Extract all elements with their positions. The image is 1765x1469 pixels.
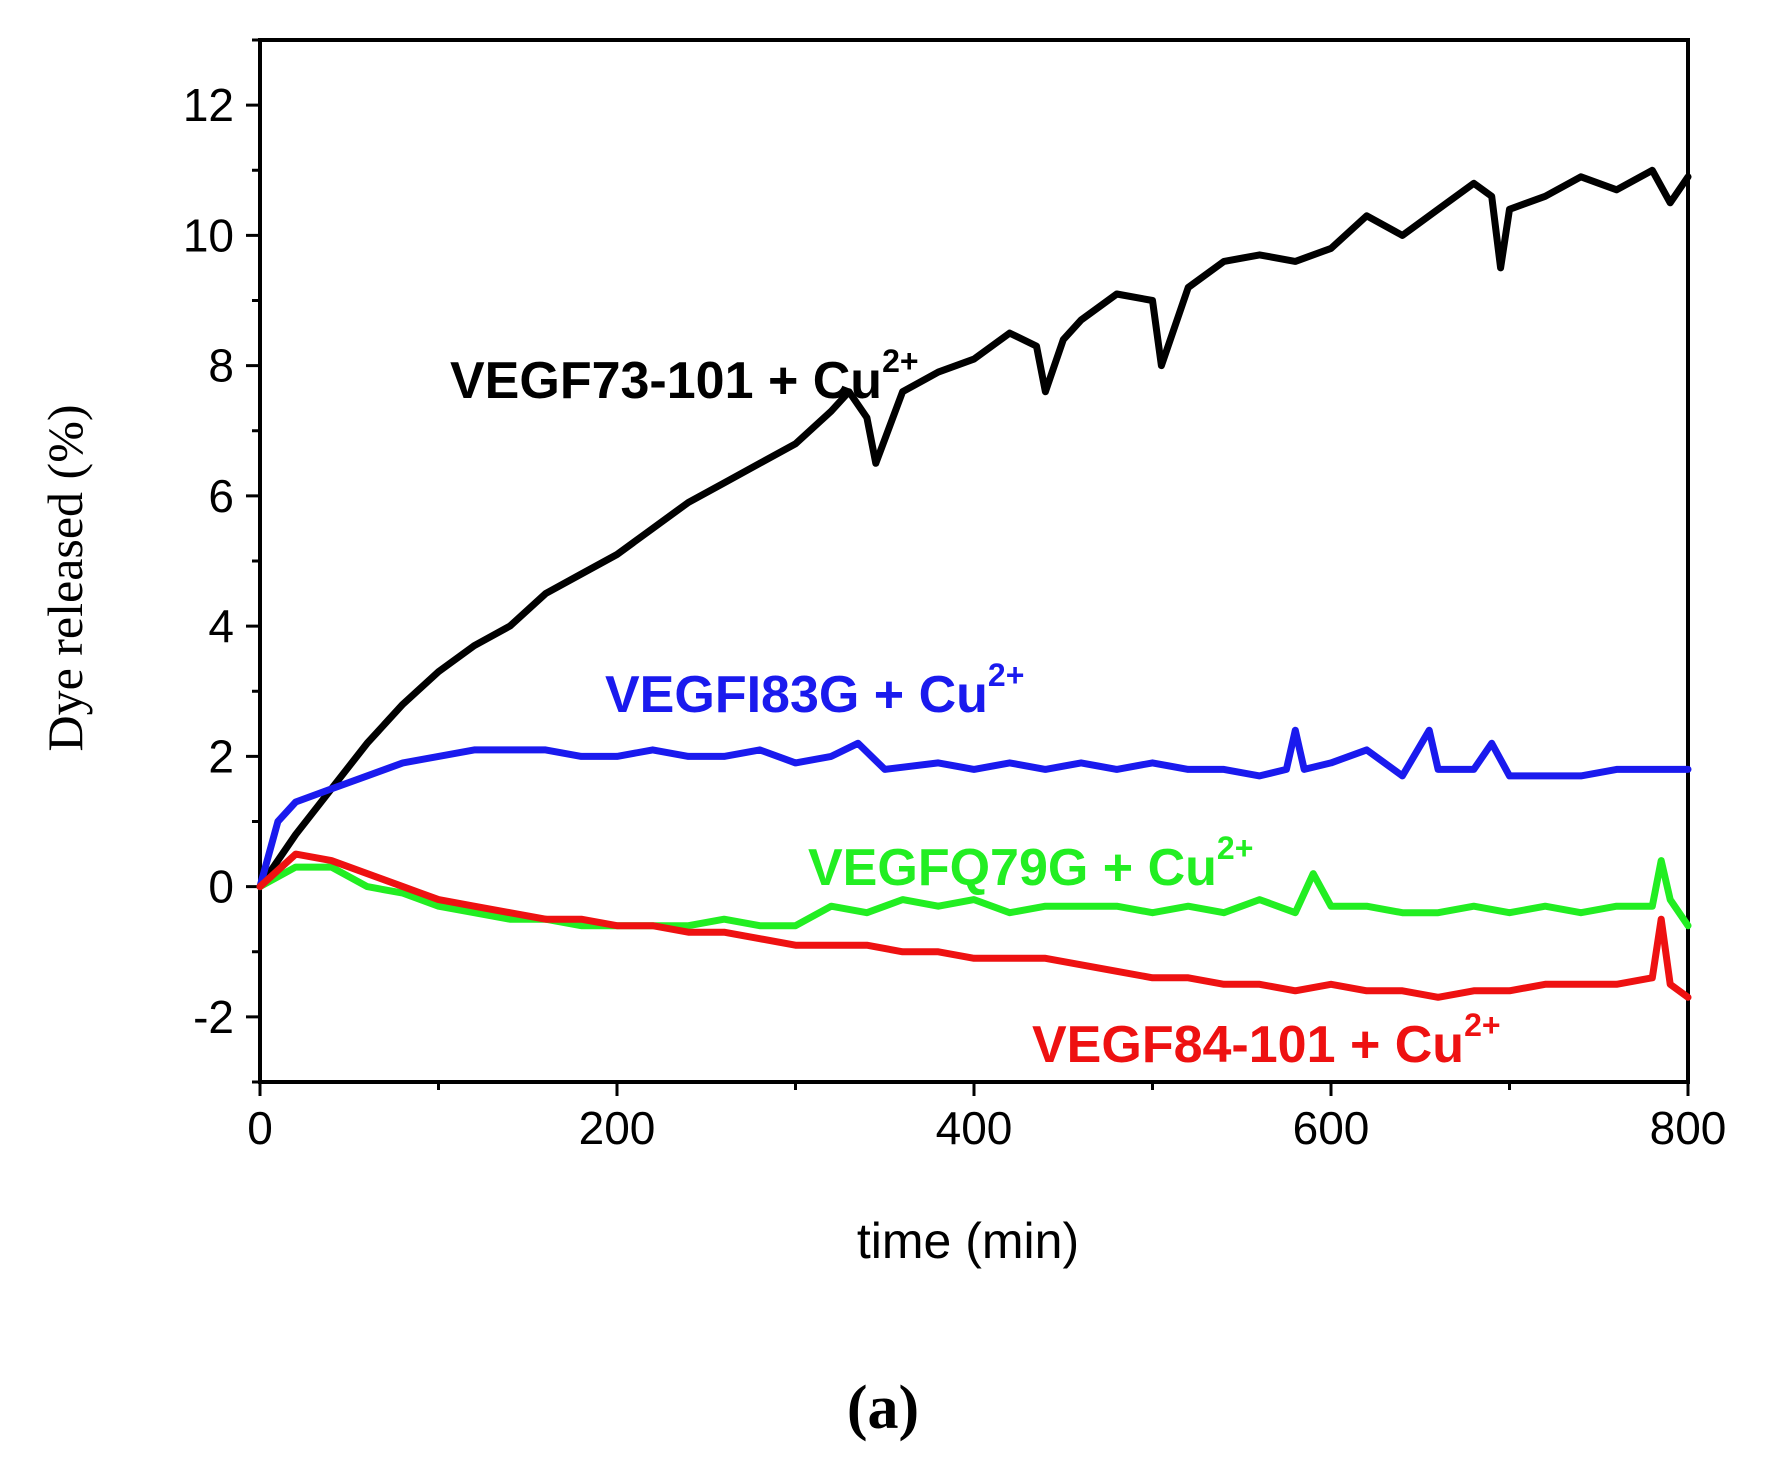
series-line-2: [256, 857, 1692, 930]
y-axis-title: Dye released (%): [37, 404, 93, 751]
x-tick-label: 400: [936, 1102, 1013, 1154]
series-label-vegfi83g: VEGFI83G + Cu2+: [605, 657, 1024, 724]
y-tick-label: 4: [208, 600, 234, 652]
y-tick-labels: -2 0 2 4 6 8 10 12: [183, 79, 234, 1043]
y-tick-label: 0: [208, 861, 234, 913]
series-line-3: [256, 850, 1692, 1001]
x-tick-label: 0: [247, 1102, 273, 1154]
y-tick-label: 8: [208, 340, 234, 392]
x-tick-label: 800: [1650, 1102, 1727, 1154]
series-line-0: [256, 166, 1692, 891]
plot-frame: [258, 38, 1690, 1084]
axis-ticks: [246, 38, 1690, 1096]
series-label-vegf84-101: VEGF84-101 + Cu2+: [1032, 1007, 1501, 1074]
y-tick-label: 2: [208, 730, 234, 782]
series-label-vegfq79g: VEGFQ79G + Cu2+: [808, 830, 1253, 897]
x-axis-title: time (min): [857, 1213, 1079, 1269]
x-tick-label: 200: [579, 1102, 656, 1154]
y-tick-label: -2: [193, 991, 234, 1043]
y-tick-label: 6: [208, 470, 234, 522]
x-tick-labels: 0 200 400 600 800: [247, 1102, 1726, 1154]
y-tick-label: 10: [183, 209, 234, 261]
panel-label: (a): [847, 1374, 919, 1442]
y-tick-label: 12: [183, 79, 234, 131]
series-label-vegf73-101: VEGF73-101 + Cu2+: [450, 343, 919, 410]
series-lines: [256, 166, 1692, 1001]
x-tick-label: 600: [1293, 1102, 1370, 1154]
series-line-1: [256, 726, 1692, 891]
